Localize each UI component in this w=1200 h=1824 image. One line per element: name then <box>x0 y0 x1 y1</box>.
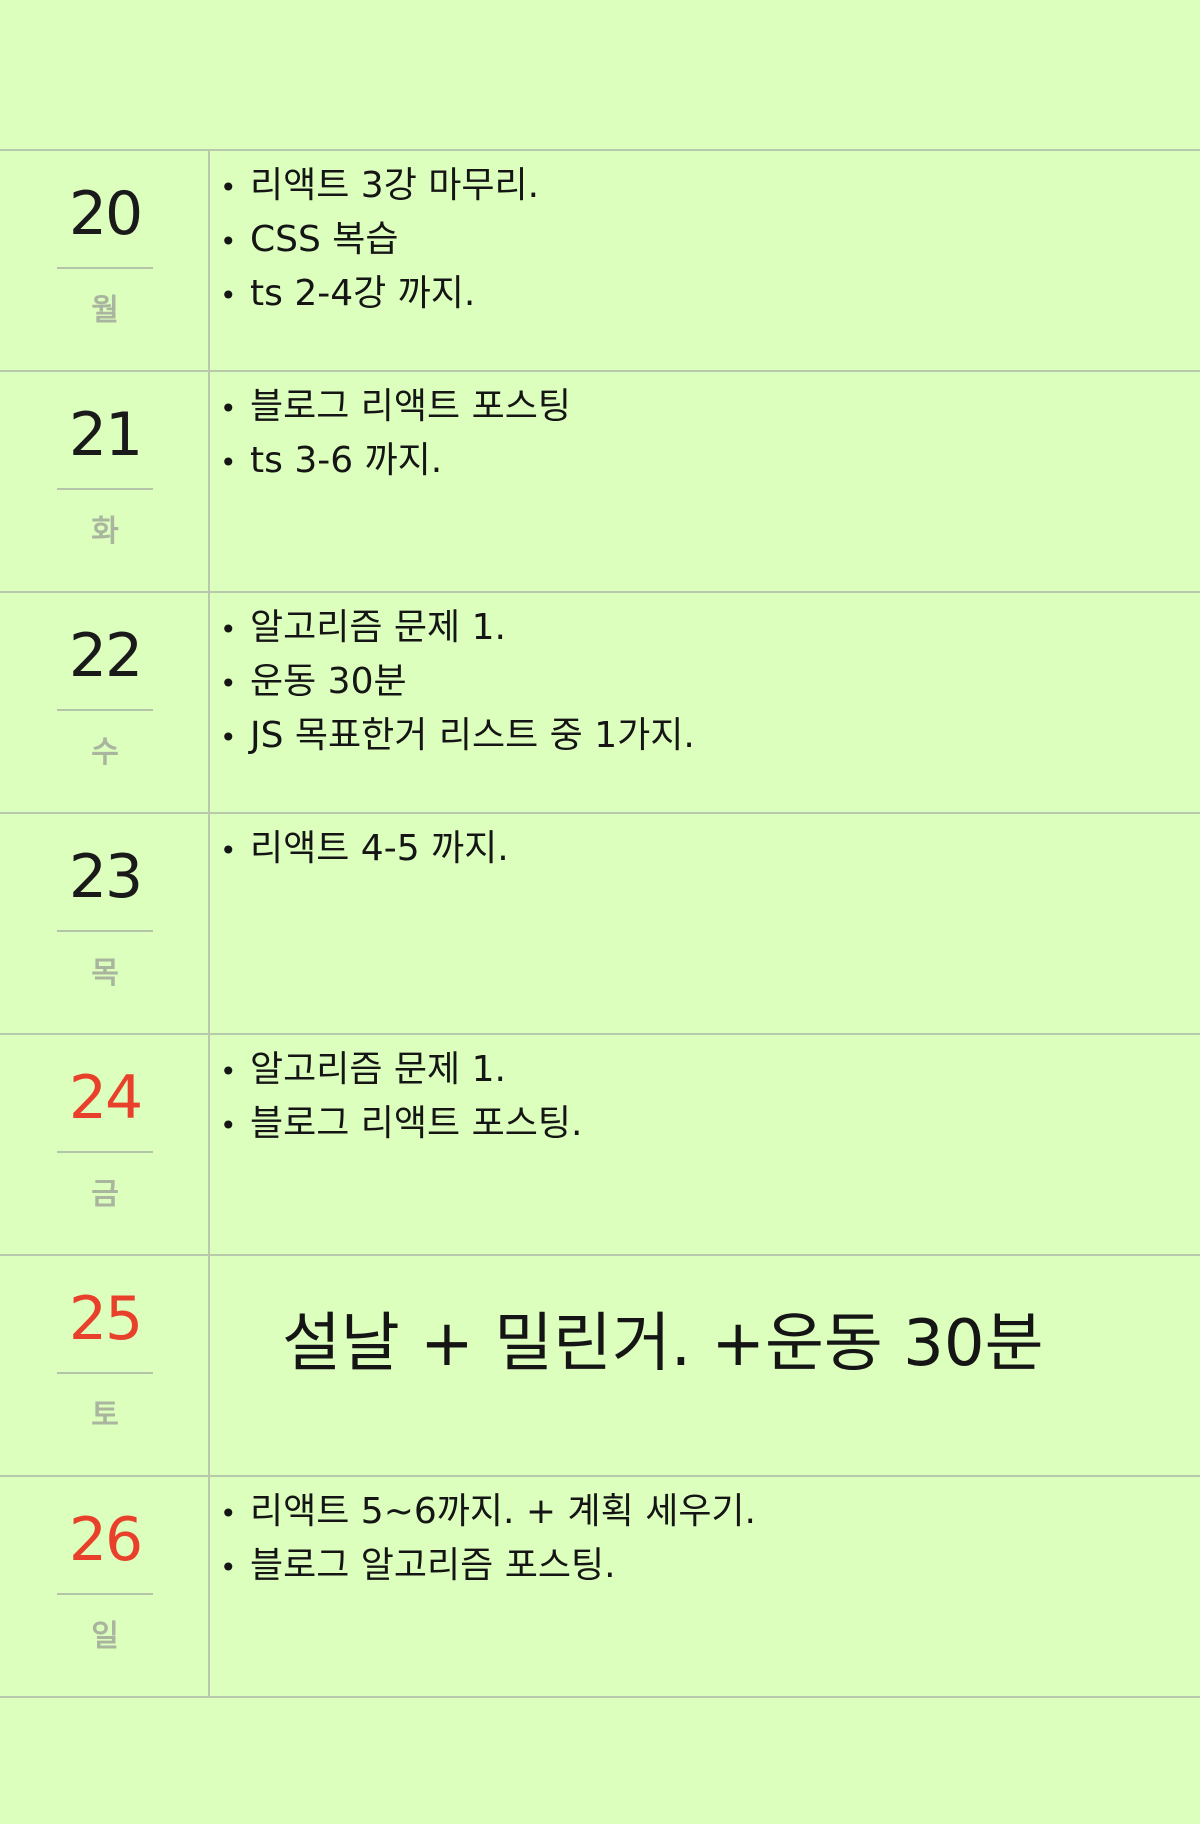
task-text: 리액트 3강 마무리. <box>250 165 540 206</box>
day-row-26: 26 일 • 리액트 5~6까지. + 계획 세우기. • 블로그 알고리즘 포스팅… <box>0 1475 1200 1698</box>
task-text: CSS 복습 <box>250 219 399 260</box>
task-item: • 알고리즘 문제 1. <box>220 1043 1180 1097</box>
bullet-icon: • <box>220 1551 237 1584</box>
task-item: • 리액트 4-5 까지. <box>220 822 1180 876</box>
task-item: • 리액트 5~6까지. + 계획 세우기. <box>220 1485 1180 1539</box>
bullet-icon: • <box>220 279 237 312</box>
big-note: 설날 + 밀린거. +운동 30분 <box>282 1307 1044 1381</box>
bullet-icon: • <box>220 225 237 258</box>
weekday-label: 토 <box>91 1398 119 1433</box>
task-text: 리액트 5~6까지. + 계획 세우기. <box>250 1491 756 1532</box>
task-text: 블로그 리액트 포스팅. <box>250 1103 583 1144</box>
task-item: • ts 2-4강 까지. <box>220 267 1180 321</box>
task-list: • 알고리즘 문제 1. • 블로그 리액트 포스팅. <box>220 1043 1180 1151</box>
date-number: 21 <box>68 400 143 470</box>
task-item: • JS 목표한거 리스트 중 1가지. <box>220 709 1180 763</box>
date-underline <box>57 930 153 932</box>
date-underline <box>57 1151 153 1153</box>
task-list: • 리액트 4-5 까지. <box>220 822 1180 876</box>
weekday-label: 목 <box>91 956 119 991</box>
task-item: • 블로그 리액트 포스팅. <box>220 1097 1180 1151</box>
day-row-22: 22 수 • 알고리즘 문제 1. • 운동 30분 • JS 목표한거 리스트 중 … <box>0 591 1200 812</box>
task-text: 리액트 4-5 까지. <box>250 828 509 869</box>
task-list: • 알고리즘 문제 1. • 운동 30분 • JS 목표한거 리스트 중 1가지. <box>220 601 1180 763</box>
date-column: 23 목 <box>0 814 210 1033</box>
task-item: • 운동 30분 <box>220 655 1180 709</box>
bullet-icon: • <box>220 613 237 646</box>
bullet-icon: • <box>220 721 237 754</box>
bullet-icon: • <box>220 392 237 425</box>
bullet-icon: • <box>220 446 237 479</box>
day-row-21: 21 화 • 블로그 리액트 포스팅 • ts 3-6 까지. <box>0 370 1200 591</box>
date-underline <box>57 1372 153 1374</box>
date-column: 26 일 <box>0 1477 210 1696</box>
weekly-planner: 20 월 • 리액트 3강 마무리. • CSS 복습 • ts 2-4강 까지. 2… <box>0 149 1200 1698</box>
task-text: 알고리즘 문제 1. <box>250 1049 506 1090</box>
date-number: 26 <box>68 1505 143 1575</box>
date-underline <box>57 267 153 269</box>
task-text: ts 3-6 까지. <box>250 440 443 481</box>
day-row-24: 24 금 • 알고리즘 문제 1. • 블로그 리액트 포스팅. <box>0 1033 1200 1254</box>
task-text: 블로그 알고리즘 포스팅. <box>250 1545 616 1586</box>
day-row-25: 25 토 설날 + 밀린거. +운동 30분 <box>0 1254 1200 1475</box>
weekday-label: 금 <box>91 1177 119 1212</box>
date-number: 22 <box>68 621 143 691</box>
day-row-20: 20 월 • 리액트 3강 마무리. • CSS 복습 • ts 2-4강 까지. <box>0 149 1200 370</box>
task-list: • 리액트 3강 마무리. • CSS 복습 • ts 2-4강 까지. <box>220 159 1180 321</box>
weekday-label: 일 <box>91 1619 119 1654</box>
task-item: • CSS 복습 <box>220 213 1180 267</box>
task-list: • 리액트 5~6까지. + 계획 세우기. • 블로그 알고리즘 포스팅. <box>220 1485 1180 1593</box>
date-number: 23 <box>68 842 143 912</box>
date-column: 21 화 <box>0 372 210 591</box>
bullet-icon: • <box>220 667 237 700</box>
weekday-label: 수 <box>91 735 119 770</box>
date-number: 20 <box>68 179 143 249</box>
date-underline <box>57 488 153 490</box>
bullet-icon: • <box>220 834 237 867</box>
date-underline <box>57 1593 153 1595</box>
task-list: • 블로그 리액트 포스팅 • ts 3-6 까지. <box>220 380 1180 488</box>
bullet-icon: • <box>220 1109 237 1142</box>
task-text: ts 2-4강 까지. <box>250 273 476 314</box>
task-item: • 리액트 3강 마무리. <box>220 159 1180 213</box>
date-number: 25 <box>68 1284 143 1354</box>
task-text: 알고리즘 문제 1. <box>250 607 506 648</box>
task-item: • 블로그 리액트 포스팅 <box>220 380 1180 434</box>
weekday-label: 월 <box>91 293 119 328</box>
day-row-23: 23 목 • 리액트 4-5 까지. <box>0 812 1200 1033</box>
task-item: • 알고리즘 문제 1. <box>220 601 1180 655</box>
task-list: 설날 + 밀린거. +운동 30분 <box>220 1264 1180 1392</box>
task-text: JS 목표한거 리스트 중 1가지. <box>250 715 695 756</box>
date-column: 24 금 <box>0 1035 210 1254</box>
date-column: 22 수 <box>0 593 210 812</box>
bullet-icon: • <box>220 1497 237 1530</box>
date-underline <box>57 709 153 711</box>
date-column: 25 토 <box>0 1256 210 1475</box>
date-number: 24 <box>68 1063 143 1133</box>
weekday-label: 화 <box>91 514 119 549</box>
bullet-icon: • <box>220 171 237 204</box>
bullet-icon: • <box>220 1055 237 1088</box>
task-item: • ts 3-6 까지. <box>220 434 1180 488</box>
date-column: 20 월 <box>0 151 210 370</box>
task-text: 블로그 리액트 포스팅 <box>250 386 571 427</box>
task-item: • 블로그 알고리즘 포스팅. <box>220 1539 1180 1593</box>
task-text: 운동 30분 <box>250 661 407 702</box>
